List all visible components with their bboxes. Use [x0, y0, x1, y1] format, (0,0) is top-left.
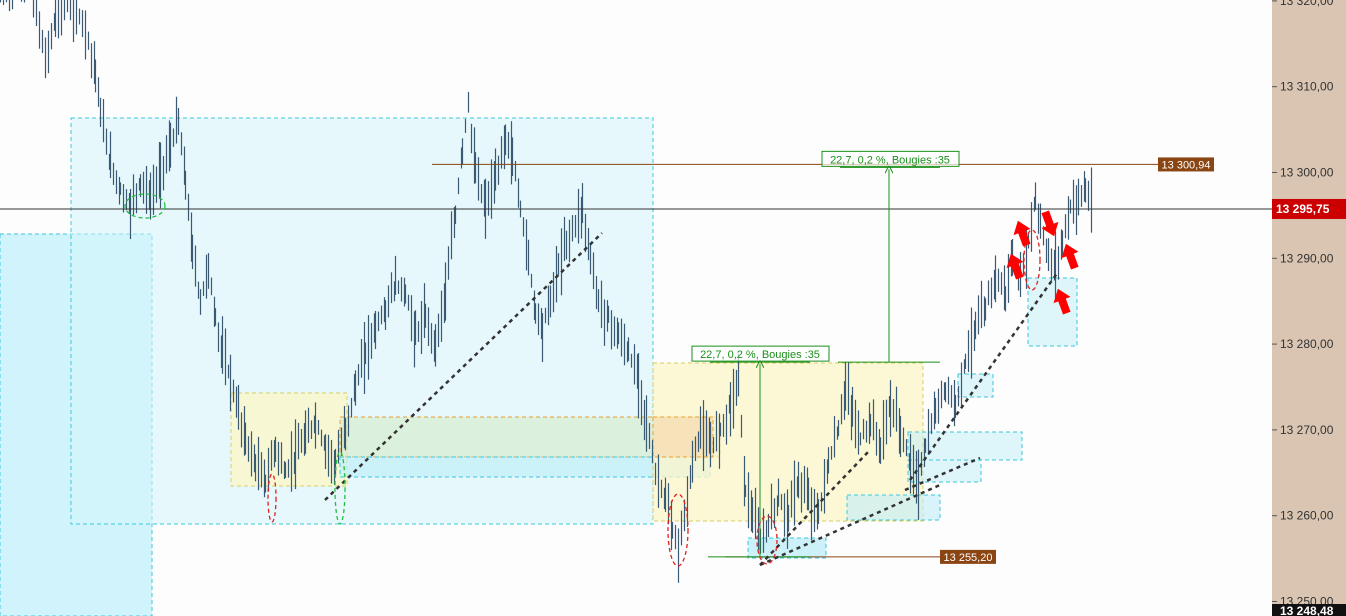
level-label-box	[940, 549, 996, 564]
drawings-layer: 13 300,94 13 255,20 22,7, 0,2 %, Bougies :…	[0, 150, 1272, 567]
red-arrow-icon	[1041, 210, 1059, 237]
y-tick-label: 13 300,00	[1280, 166, 1334, 180]
marker-ellipse	[756, 515, 778, 565]
trend-line	[759, 483, 941, 567]
marker-ellipse	[667, 493, 689, 567]
trend-line	[759, 449, 871, 566]
level-label-box	[1158, 157, 1214, 172]
zone-blue-right3	[957, 373, 994, 398]
measure-label: 22,7, 0,2 %, Bougies :35	[700, 349, 820, 361]
candles-layer	[0, 0, 1093, 583]
zone-blue-mid	[846, 494, 941, 521]
zones-layer	[0, 117, 1078, 616]
zone-blue-right2	[907, 459, 982, 483]
bottom-price-label: 13 248,48	[1280, 604, 1334, 616]
price-axis: 13 320,00 13 310,00 13 300,00 13 290,00 13 2…	[1272, 0, 1346, 616]
bottom-price-box	[1272, 604, 1346, 616]
current-price-box	[1272, 198, 1346, 219]
measure-label: 22,7, 0,2 %, Bougies :35	[830, 154, 950, 166]
y-tick-label: 13 320,00	[1280, 0, 1334, 8]
y-tick-label: 13 270,00	[1280, 423, 1334, 437]
marker-ellipse	[334, 451, 346, 525]
y-tick-label: 13 280,00	[1280, 337, 1334, 351]
measure-label-box	[821, 150, 960, 167]
marker-ellipse	[124, 193, 166, 219]
red-arrow-icon	[1061, 243, 1079, 270]
red-arrow-icon	[1013, 220, 1031, 247]
trend-line	[904, 456, 981, 492]
current-price-label: 13 295,75	[1276, 202, 1330, 216]
measure-label-box	[691, 345, 830, 362]
marker-ellipse	[267, 473, 277, 523]
y-tick-label: 13 290,00	[1280, 251, 1334, 265]
trend-line	[908, 271, 1060, 481]
level-label: 13 255,20	[944, 552, 993, 564]
red-arrow-icon	[1053, 288, 1071, 315]
red-arrow-icon	[1006, 253, 1024, 280]
axis-panel	[1272, 0, 1346, 616]
y-tick-label: 13 260,00	[1280, 509, 1334, 523]
zone-blue-right1	[907, 431, 1023, 461]
y-tick-label: 13 310,00	[1280, 80, 1334, 94]
trend-line	[324, 232, 603, 501]
marker-ellipse	[1023, 229, 1041, 291]
level-label: 13 300,94	[1162, 159, 1211, 171]
